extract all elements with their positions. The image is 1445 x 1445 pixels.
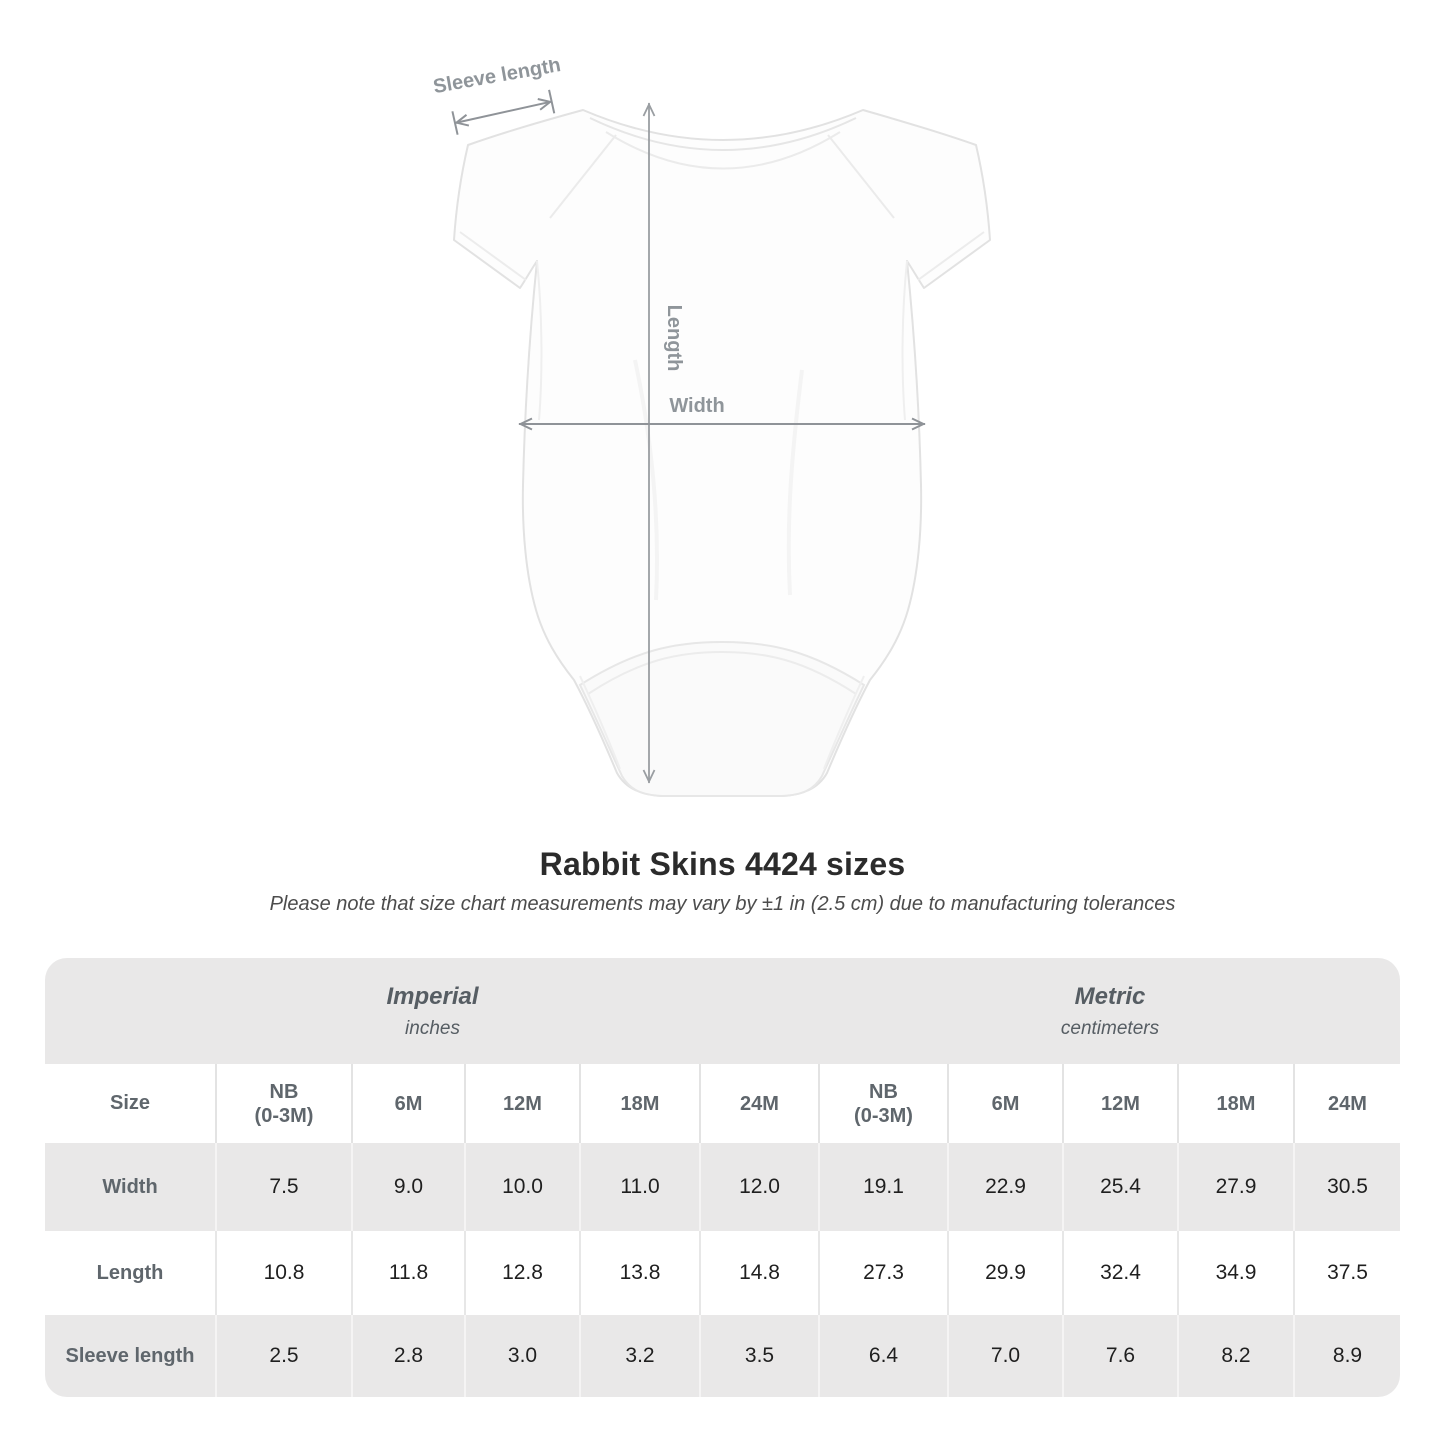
sleeve-value: 6.4 [820,1315,949,1397]
imperial-label: Imperial [386,982,479,1010]
size-table: Imperial inches Metric centimeters Size … [45,958,1400,1397]
bodysuit-illustration: Sleeve length Length Width [432,60,991,797]
sleeve-value: 2.5 [217,1315,353,1397]
sleeve-value: 3.2 [581,1315,701,1397]
sleeve-value: 2.8 [353,1315,466,1397]
width-value: 25.4 [1064,1143,1179,1231]
width-arrow [518,417,926,431]
sleeve-value: 8.9 [1332,1344,1363,1367]
col-header-24m-metric: 24M [1328,1092,1367,1115]
length-arrow [642,102,656,784]
length-value: 34.9 [1179,1231,1295,1315]
length-value: 32.4 [1064,1231,1179,1315]
width-value: 30.5 [1327,1175,1368,1198]
col-header-nb-metric: NB (0-3M) [820,1064,949,1143]
width-value: 11.0 [581,1143,701,1231]
width-value: 12.0 [701,1143,820,1231]
row-label-length: Length [45,1231,217,1315]
sleeve-length-arrow [451,89,556,135]
length-value: 10.8 [217,1231,353,1315]
length-label: Length [663,305,685,372]
width-value: 9.0 [353,1143,466,1231]
sleeve-value: 7.0 [949,1315,1064,1397]
page-title: Rabbit Skins 4424 sizes [539,846,906,882]
sleeve-value: 7.6 [1064,1315,1179,1397]
length-value: 37.5 [1327,1261,1368,1284]
sleeve-length-label: Sleeve length [432,60,563,98]
tolerance-note: Please note that size chart measurements… [269,893,1176,915]
table-row-length: Length 10.8 11.8 12.8 13.8 14.8 27.3 29.… [45,1231,1400,1315]
width-value: 27.9 [1179,1143,1295,1231]
width-label: Width [669,395,724,417]
sleeve-value: 8.2 [1179,1315,1295,1397]
metric-unit: centimeters [1060,1017,1160,1039]
bodysuit-diagram: Sleeve length Length Width [430,60,1010,805]
size-header-row: Size NB (0-3M) 6M 12M 18M 24M NB (0-3M) … [45,1064,1400,1143]
sleeve-value: 3.5 [701,1315,820,1397]
col-header-18m-metric: 18M [1179,1064,1295,1143]
row-label-sleeve-length: Sleeve length [45,1315,217,1397]
col-header-12m-metric: 12M [1064,1064,1179,1143]
table-row-sleeve-length: Sleeve length 2.5 2.8 3.0 3.2 3.5 6.4 7.… [45,1315,1400,1397]
unit-group-row: Imperial inches Metric centimeters [45,958,1400,1064]
sleeve-value: 3.0 [466,1315,581,1397]
col-header-6m-imperial: 6M [353,1064,466,1143]
imperial-unit: inches [405,1017,460,1039]
length-value: 27.3 [820,1231,949,1315]
col-header-18m-imperial: 18M [581,1064,701,1143]
metric-group-header: Metric centimeters [820,958,1400,1064]
width-value: 19.1 [820,1143,949,1231]
length-value: 29.9 [949,1231,1064,1315]
length-value: 14.8 [701,1231,820,1315]
length-value: 12.8 [466,1231,581,1315]
width-value: 10.0 [466,1143,581,1231]
size-corner-label: Size [45,1064,217,1143]
col-header-nb-imperial: NB (0-3M) [217,1064,353,1143]
col-header-12m-imperial: 12M [466,1064,581,1143]
length-value: 11.8 [353,1231,466,1315]
onesie-shape [453,109,991,797]
width-value: 22.9 [949,1143,1064,1231]
col-header-24m-imperial: 24M [701,1064,820,1143]
length-value: 13.8 [581,1231,701,1315]
col-header-6m-metric: 6M [949,1064,1064,1143]
row-label-width: Width [45,1143,217,1231]
table-row-width: Width 7.5 9.0 10.0 11.0 12.0 19.1 22.9 2… [45,1143,1400,1231]
imperial-group-header: Imperial inches [45,958,820,1064]
width-value: 7.5 [217,1143,353,1231]
metric-label: Metric [1074,982,1146,1010]
